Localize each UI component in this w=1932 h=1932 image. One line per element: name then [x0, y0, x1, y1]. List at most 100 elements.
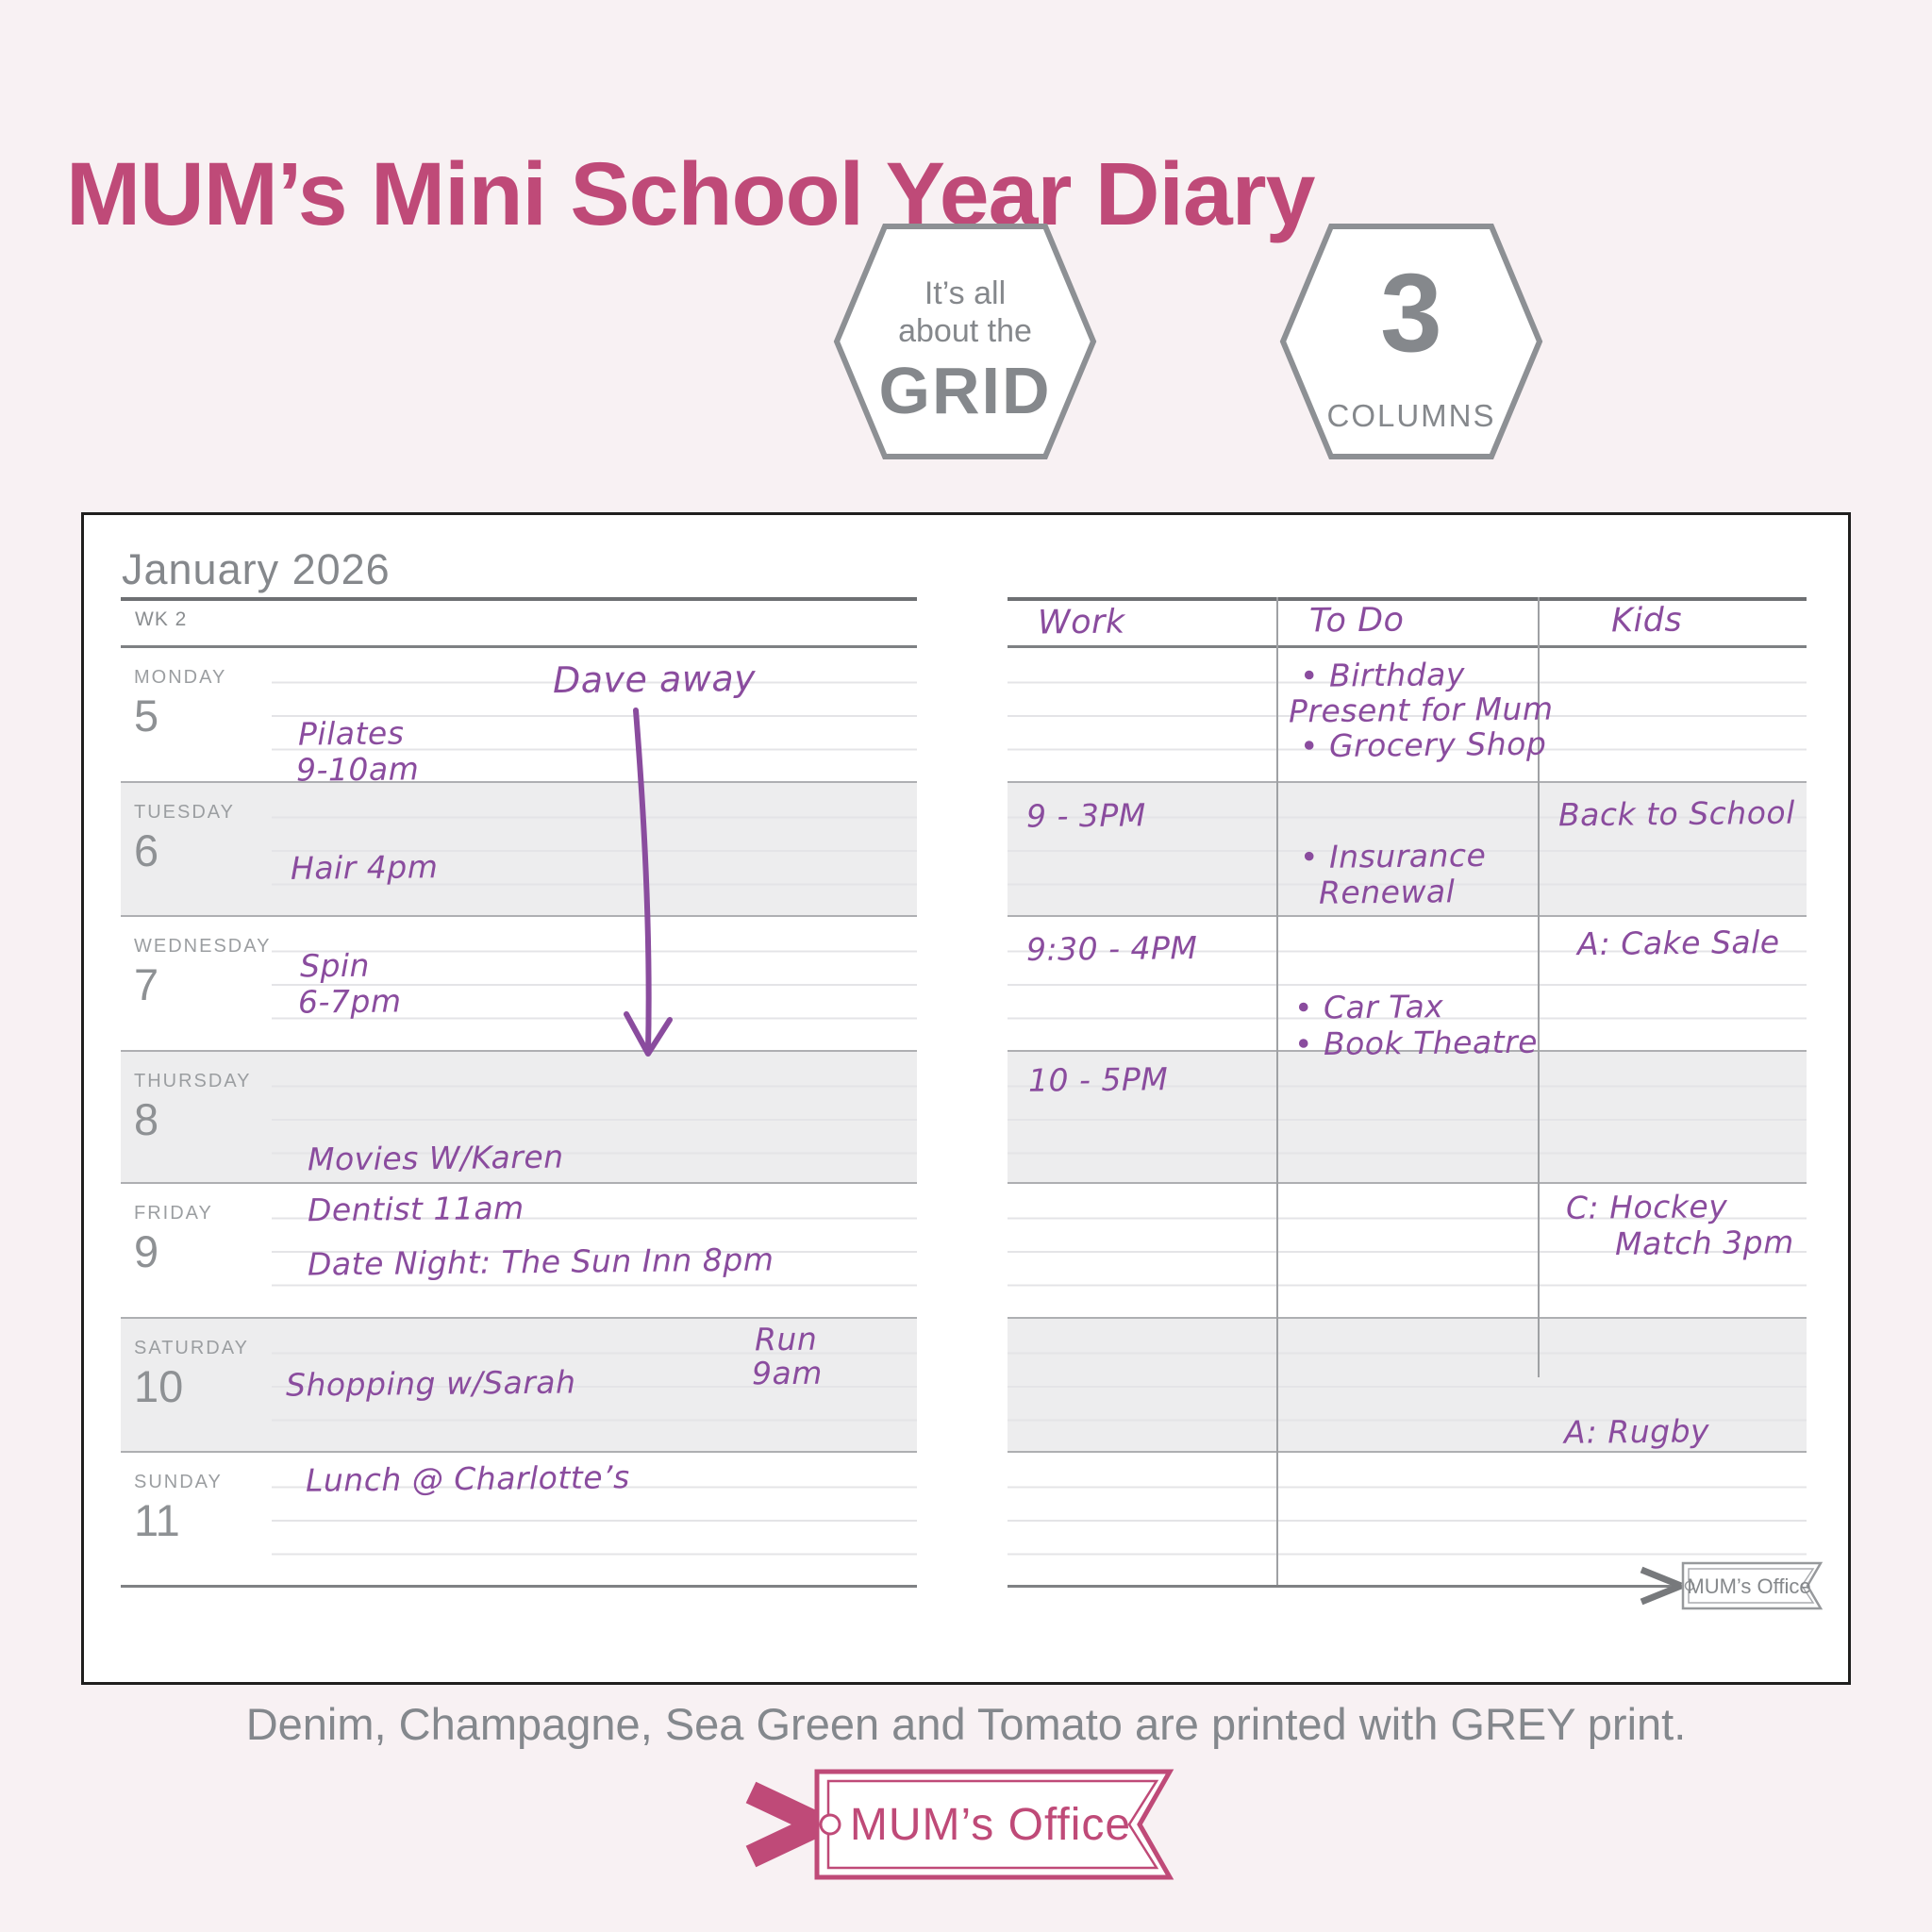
day-name: SUNDAY	[134, 1472, 223, 1492]
kids-rugby: A: Rugby	[1563, 1412, 1710, 1451]
left-page-top-rule	[121, 597, 917, 601]
annotation-dave-away: Dave away	[552, 657, 757, 702]
day-row-friday: FRIDAY 9	[121, 1182, 917, 1317]
column-divider-1	[1276, 597, 1278, 1585]
kids-hockey: C: Hockey	[1565, 1188, 1728, 1226]
ruled-lines	[272, 919, 917, 1050]
day-name: SATURDAY	[134, 1338, 249, 1358]
ruled-lines	[272, 1321, 917, 1451]
work-wednesday: 9:30 - 4PM	[1025, 929, 1198, 968]
columns-badge-number: 3	[1380, 251, 1442, 375]
day-name: TUESDAY	[134, 802, 235, 823]
day-row-sunday: SUNDAY 11	[121, 1451, 917, 1585]
grid-badge-line3: GRID	[878, 354, 1052, 427]
grid-row-wednesday	[1008, 915, 1807, 1050]
page-brand-tag: MUM’s Office	[1640, 1561, 1824, 1610]
entry-hair: Hair 4pm	[290, 848, 439, 887]
ruled-lines	[272, 1054, 917, 1182]
day-number: 10	[134, 1361, 184, 1411]
work-thursday: 10 - 5PM	[1027, 1060, 1169, 1099]
page-brand-tag-label: MUM’s Office	[1687, 1574, 1810, 1598]
ruled-lines	[1008, 1054, 1807, 1182]
todo-birthday: • Birthday	[1299, 656, 1466, 694]
left-page-bottom-rule	[121, 1585, 917, 1588]
day-row-monday: MONDAY 5	[121, 645, 917, 781]
tag-hole-icon	[819, 1813, 841, 1836]
brand-logo: MUM’s Office	[745, 1769, 1174, 1880]
brand-logo-label: MUM’s Office	[850, 1800, 1131, 1850]
grid-badge-line1: It’s all	[924, 275, 1007, 311]
todo-book-theatre: • Book Theatre	[1293, 1023, 1539, 1063]
ruled-lines	[1008, 1321, 1807, 1451]
entry-pilates: Pilates	[297, 714, 405, 753]
day-name: MONDAY	[134, 667, 227, 688]
work-tuesday: 9 - 3PM	[1025, 796, 1146, 835]
caption-text: Denim, Champagne, Sea Green and Tomato a…	[245, 1699, 1687, 1749]
tag-hole-icon	[1684, 1580, 1695, 1591]
ruled-lines	[1008, 650, 1807, 781]
ruled-lines	[272, 650, 917, 781]
scissors-arrow-icon	[1640, 1566, 1683, 1606]
grid-badge-line2: about the	[898, 313, 1032, 349]
todo-insurance: • Insurance	[1299, 836, 1487, 876]
grid-row-sunday	[1008, 1451, 1807, 1585]
ruled-lines	[1008, 1186, 1807, 1317]
day-number: 5	[134, 691, 159, 741]
entry-spin: Spin	[299, 946, 371, 985]
scissors-arrow-icon	[745, 1781, 824, 1868]
week-number-label: WK 2	[135, 608, 188, 630]
grid-row-friday	[1008, 1182, 1807, 1317]
day-number: 11	[134, 1495, 180, 1545]
todo-birthday-cont: Present for Mum	[1288, 690, 1554, 730]
day-name: WEDNESDAY	[134, 936, 272, 957]
grid-badge: It’s all about the GRID	[833, 223, 1097, 460]
entry-run-time: 9am	[751, 1354, 824, 1392]
grid-row-saturday	[1008, 1317, 1807, 1451]
columns-badge-label: COLUMNS	[1326, 398, 1496, 433]
day-name: THURSDAY	[134, 1071, 252, 1091]
entry-date-night: Date Night: The Sun Inn 8pm	[307, 1241, 774, 1283]
day-number: 8	[134, 1094, 159, 1144]
day-number: 7	[134, 959, 159, 1009]
right-page-bottom-rule	[1008, 1585, 1807, 1588]
day-row-tuesday: TUESDAY 6	[121, 781, 917, 915]
column-header-kids: Kids	[1610, 601, 1683, 641]
kids-cake-sale: A: Cake Sale	[1576, 923, 1780, 963]
ruled-lines	[1008, 1455, 1807, 1585]
entry-pilates-time: 9-10am	[295, 750, 420, 789]
day-row-wednesday: WEDNESDAY 7	[121, 915, 917, 1050]
day-name: FRIDAY	[134, 1203, 213, 1224]
entry-shopping: Shopping w/Sarah	[285, 1363, 576, 1404]
entry-spin-time: 6-7pm	[297, 982, 402, 1021]
day-row-thursday: THURSDAY 8	[121, 1050, 917, 1182]
down-arrow-icon	[624, 708, 673, 1057]
column-header-work: Work	[1037, 603, 1125, 642]
kids-back-to-school: Back to School	[1557, 793, 1795, 834]
grid-row-monday	[1008, 645, 1807, 781]
ruled-lines	[1008, 919, 1807, 1050]
grid-row-tuesday	[1008, 781, 1807, 915]
entry-movies: Movies W/Karen	[307, 1138, 564, 1178]
hexagon-icon	[1279, 224, 1543, 459]
entry-dentist: Dentist 11am	[307, 1189, 525, 1229]
ruled-lines	[272, 1455, 917, 1585]
kids-hockey-time: Match 3pm	[1614, 1224, 1794, 1262]
ruled-lines	[1008, 785, 1807, 915]
day-row-saturday: SATURDAY 10	[121, 1317, 917, 1451]
right-page-top-rule	[1008, 597, 1807, 601]
todo-car-tax: • Car Tax	[1293, 988, 1444, 1026]
todo-grocery: • Grocery Shop	[1299, 724, 1547, 765]
day-number: 9	[134, 1226, 159, 1276]
ruled-lines	[272, 785, 917, 915]
hexagon-icon	[833, 224, 1097, 459]
columns-badge: 3 COLUMNS	[1279, 223, 1543, 460]
day-number: 6	[134, 825, 159, 875]
entry-lunch: Lunch @ Charlotte’s	[305, 1458, 630, 1499]
todo-insurance-cont: Renewal	[1318, 873, 1456, 911]
ruled-lines	[272, 1186, 917, 1317]
grid-row-thursday	[1008, 1050, 1807, 1182]
column-divider-2	[1538, 597, 1540, 1377]
entry-run: Run	[754, 1320, 818, 1358]
page-title: MUM’s Mini School Year Diary	[66, 144, 1315, 244]
